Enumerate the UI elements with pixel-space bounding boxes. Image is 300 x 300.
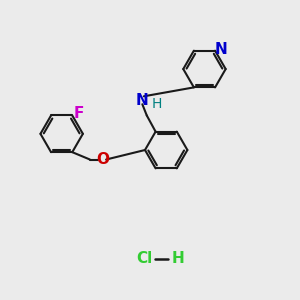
- Text: N: N: [214, 42, 227, 57]
- Text: N: N: [136, 93, 149, 108]
- Text: Cl: Cl: [136, 251, 152, 266]
- Text: H: H: [152, 97, 162, 111]
- Text: H: H: [172, 251, 184, 266]
- Text: F: F: [74, 106, 84, 122]
- Text: O: O: [96, 152, 109, 167]
